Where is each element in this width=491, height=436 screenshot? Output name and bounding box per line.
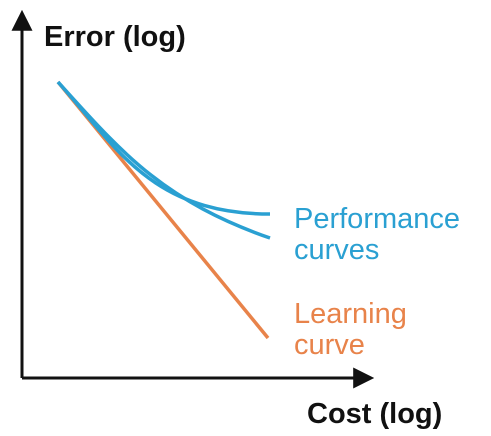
y-axis-label: Error (log) xyxy=(44,21,186,53)
annotation-line: curves xyxy=(294,234,379,266)
performance-curve xyxy=(56,80,271,216)
annotation-line: Learning xyxy=(294,298,407,330)
performance-curve xyxy=(56,80,271,240)
annotation-line: Performance xyxy=(294,203,460,235)
annotation-line: curve xyxy=(294,329,365,361)
x-axis-label: Cost (log) xyxy=(307,398,442,430)
